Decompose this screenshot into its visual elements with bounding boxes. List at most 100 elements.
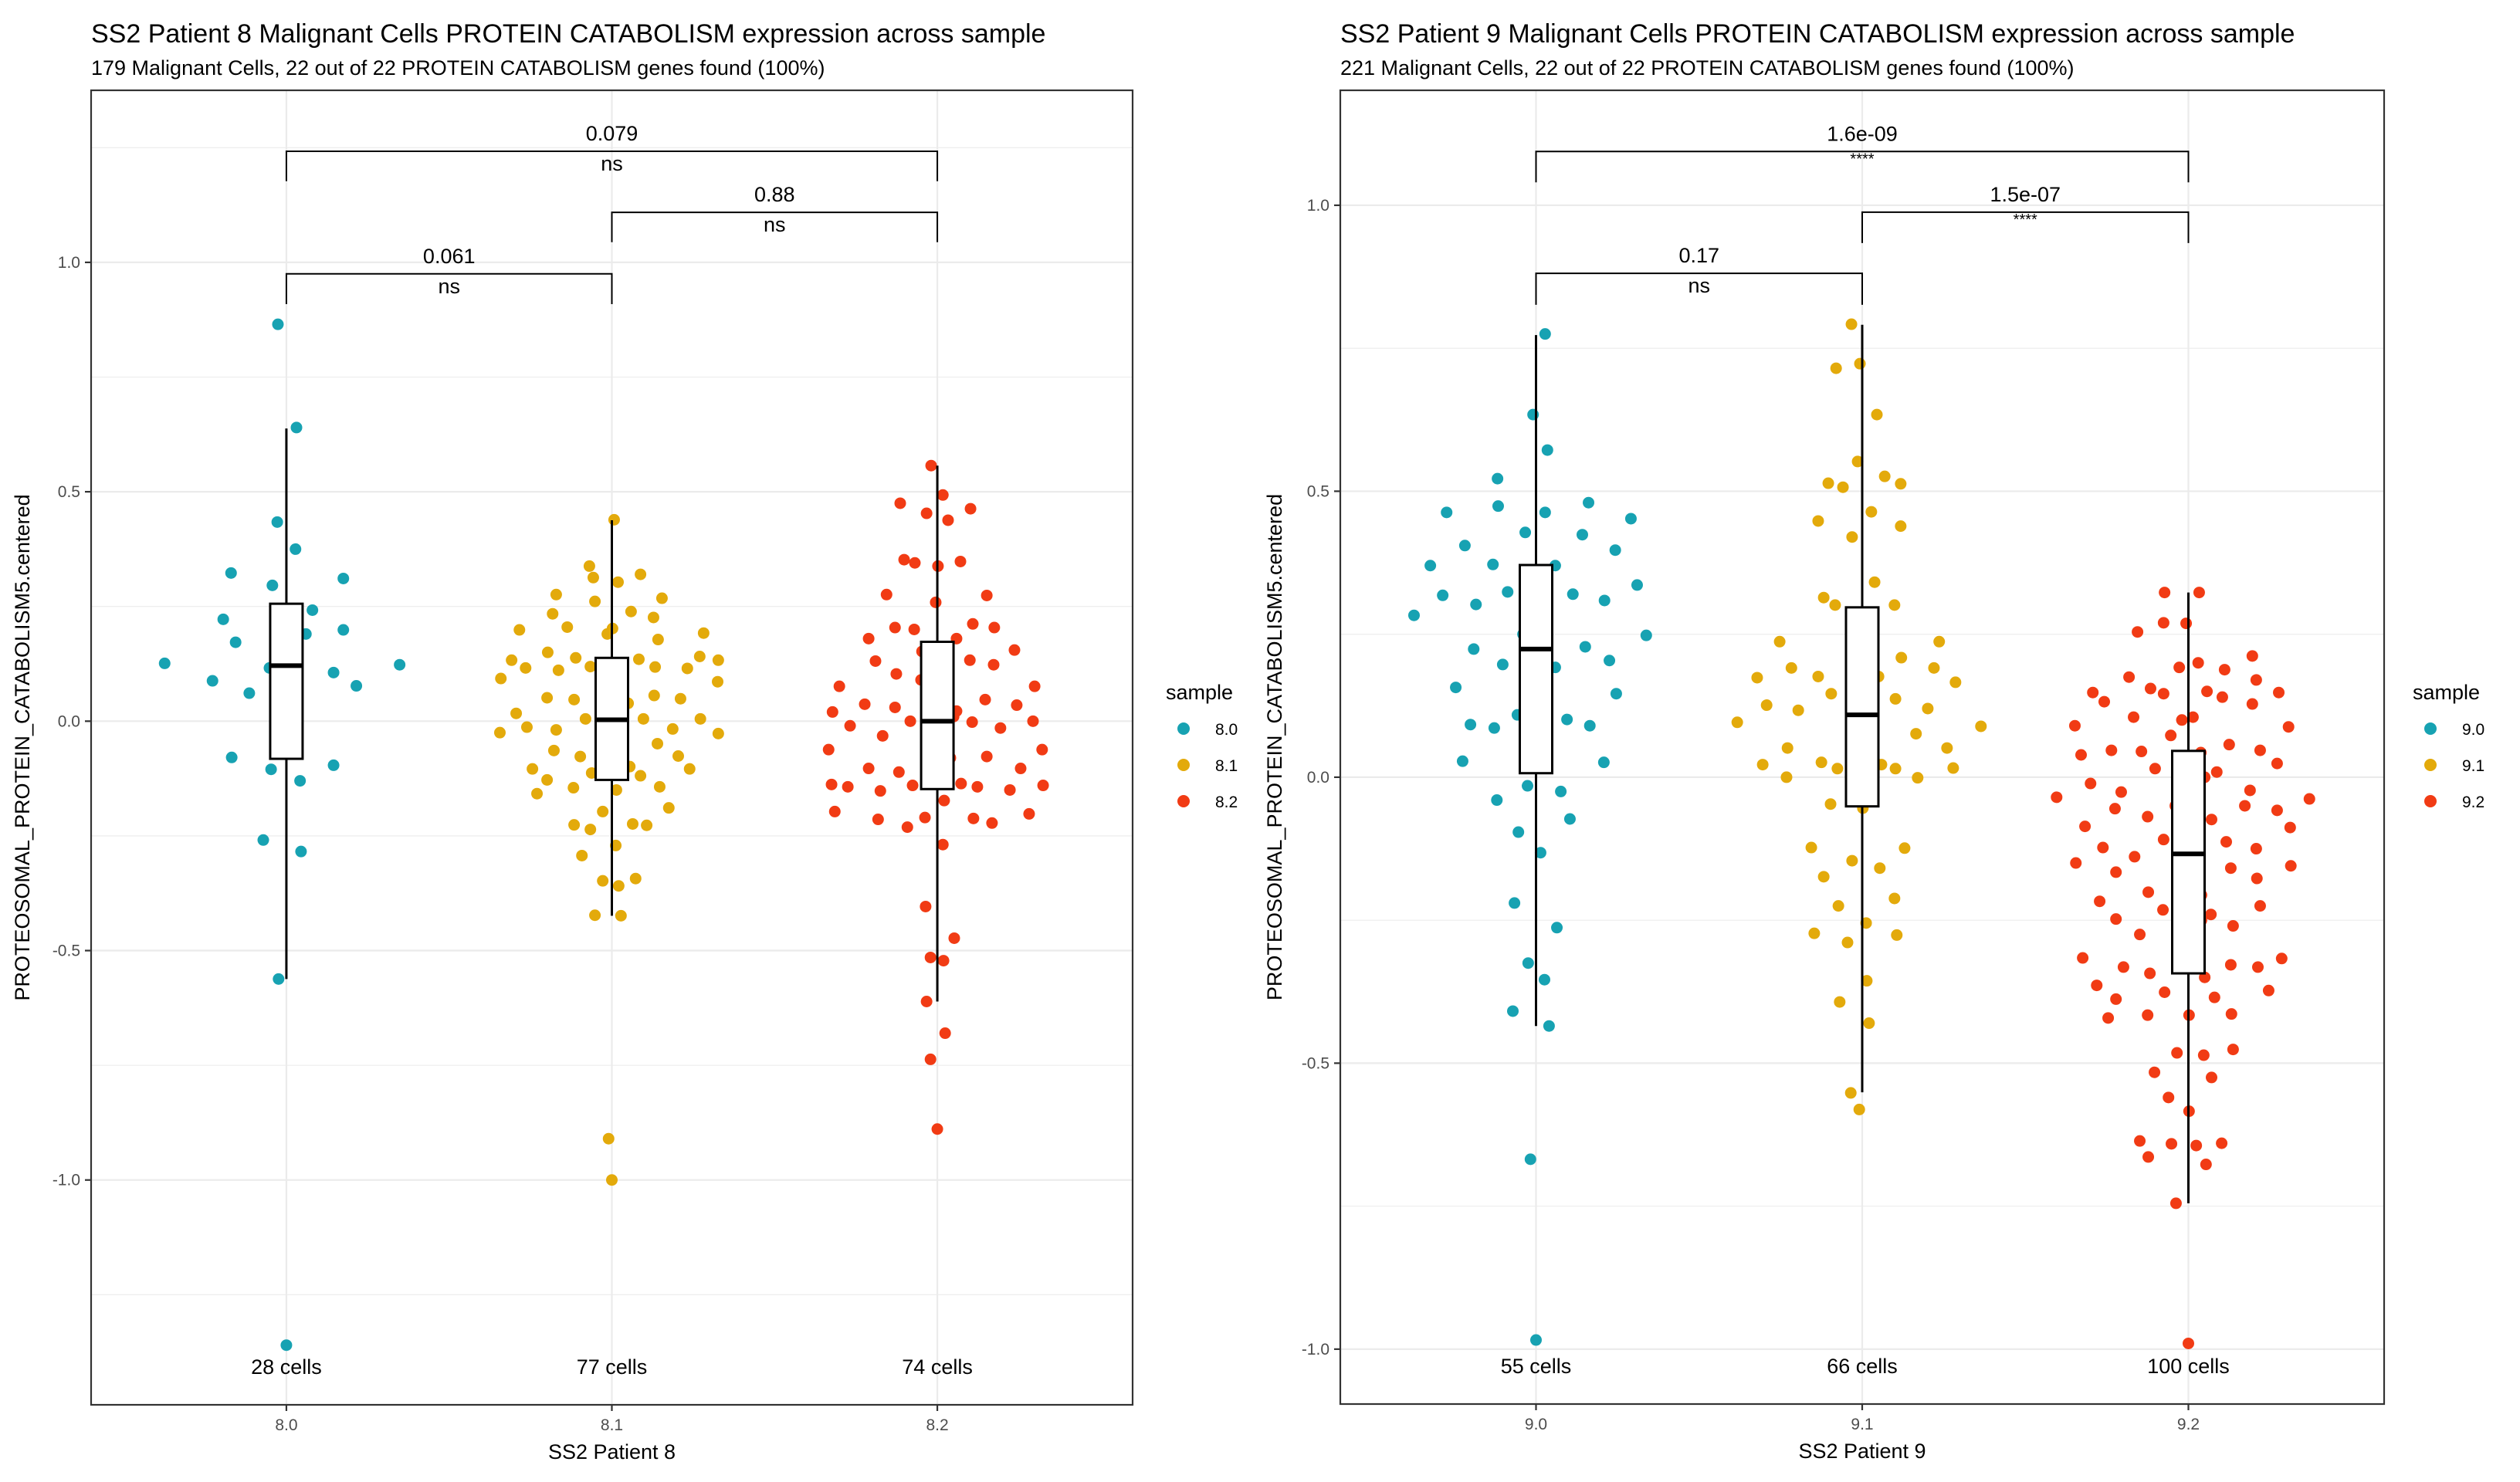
data-point	[872, 814, 884, 826]
data-point	[1910, 728, 1922, 740]
data-point	[1450, 682, 1462, 694]
data-point	[1888, 599, 1901, 611]
data-point	[1534, 847, 1546, 859]
data-point	[1519, 526, 1532, 539]
data-point	[2303, 793, 2315, 805]
data-point	[1933, 635, 1946, 648]
data-point	[1815, 756, 1827, 769]
data-point	[327, 759, 340, 771]
boxplots	[269, 428, 955, 1002]
data-point	[2220, 836, 2233, 848]
data-point	[2105, 744, 2118, 756]
data-point	[655, 592, 668, 604]
data-point	[930, 596, 942, 608]
data-point	[862, 763, 875, 775]
data-point	[2166, 1138, 2178, 1150]
x-axis: 9.0 9.1 9.2	[1525, 1404, 2200, 1433]
x-axis: 8.0 8.1 8.2	[275, 1405, 949, 1434]
data-point	[862, 632, 875, 645]
data-point	[2075, 749, 2087, 761]
x-axis-label: SS2 Patient 8	[548, 1440, 676, 1463]
data-point	[1863, 1017, 1875, 1030]
data-point	[541, 646, 554, 658]
data-point	[570, 651, 582, 664]
data-point	[1829, 599, 1841, 611]
y-tick-label: 0.5	[1307, 482, 1329, 500]
data-point	[1522, 780, 1534, 792]
data-point	[2239, 800, 2251, 812]
data-point	[1487, 558, 1499, 570]
data-point	[2205, 814, 2217, 826]
data-point	[520, 721, 533, 733]
data-point	[955, 777, 967, 790]
data-point	[1539, 506, 1551, 519]
data-point	[908, 623, 920, 635]
significance-label: ****	[1850, 151, 1874, 167]
p-value-label: 0.079	[586, 122, 638, 145]
data-point	[635, 770, 647, 782]
data-point	[2132, 626, 2144, 638]
data-point	[2246, 698, 2258, 710]
data-point	[635, 568, 647, 580]
data-point	[889, 701, 901, 713]
data-point	[1975, 720, 1987, 733]
data-point	[2068, 719, 2081, 732]
legend-key	[2424, 759, 2437, 771]
box-iqr	[2171, 749, 2206, 975]
data-point	[2201, 685, 2213, 698]
data-point	[561, 621, 574, 633]
data-point	[2097, 841, 2109, 854]
patient-8-plot: SS2 Patient 8 Malignant Cells PROTEIN CA…	[11, 19, 1238, 1463]
data-point	[1846, 854, 1858, 867]
data-point	[825, 778, 838, 790]
data-point	[290, 543, 302, 555]
data-point	[904, 715, 916, 727]
data-point	[2110, 913, 2122, 925]
data-point	[1874, 862, 1886, 875]
data-point	[567, 782, 580, 794]
data-point	[2224, 862, 2237, 875]
legend-key	[2424, 722, 2437, 735]
data-point	[2157, 904, 2169, 916]
data-point	[880, 588, 892, 601]
y-tick-label: 0.0	[58, 712, 80, 730]
data-point	[2144, 967, 2156, 980]
data-point	[1597, 756, 1610, 769]
data-point	[1583, 719, 1596, 732]
data-point	[1817, 591, 1830, 604]
data-point	[2273, 686, 2285, 699]
data-point	[920, 507, 933, 519]
data-point	[1543, 1020, 1555, 1032]
data-point	[683, 763, 696, 775]
data-point	[2110, 993, 2122, 1005]
data-point	[966, 716, 978, 729]
data-point	[266, 579, 279, 591]
data-point	[265, 763, 277, 776]
data-point	[869, 655, 882, 667]
legend-title: sample	[2413, 681, 2480, 704]
data-point	[2149, 763, 2161, 775]
data-point	[1631, 579, 1643, 591]
data-point	[938, 794, 950, 807]
data-point	[1539, 328, 1551, 340]
data-point	[1437, 589, 1449, 601]
data-point	[2128, 711, 2140, 723]
data-points	[158, 318, 1049, 1352]
x-tick-label: 8.2	[926, 1416, 948, 1434]
data-point	[2197, 1049, 2210, 1061]
data-point	[2282, 721, 2295, 733]
data-point	[1011, 699, 1023, 712]
data-point	[547, 744, 560, 756]
data-point	[1822, 477, 1834, 489]
data-point	[1023, 807, 1035, 820]
data-point	[666, 722, 679, 735]
data-point	[1888, 892, 1901, 905]
cell-count-label: 66 cells	[1827, 1355, 1898, 1378]
data-point	[925, 459, 937, 472]
data-point	[694, 712, 706, 725]
box-iqr	[920, 640, 955, 790]
comparison-bracket	[285, 151, 939, 181]
data-point	[583, 560, 595, 572]
data-point	[1563, 813, 1576, 825]
